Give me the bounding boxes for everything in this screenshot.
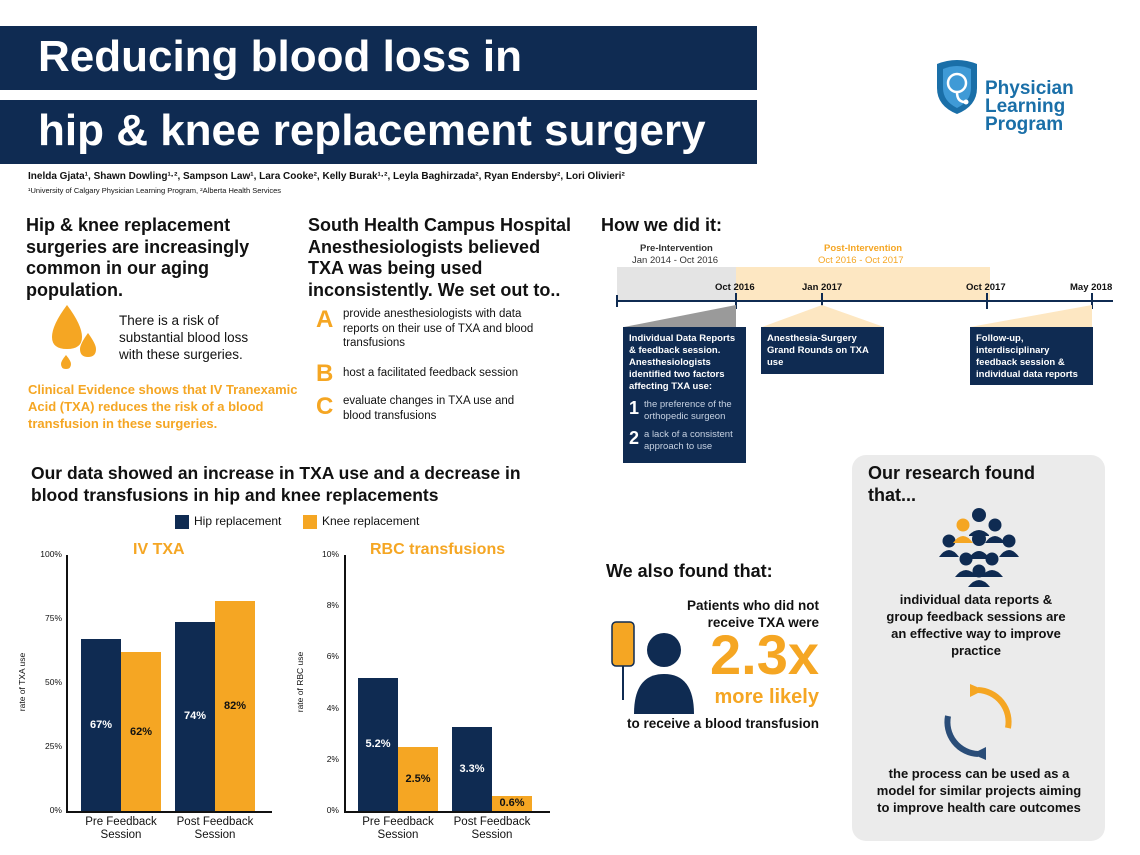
y-tick-label-0: 0% <box>49 805 62 815</box>
iv-bag-patient-icon <box>611 621 694 714</box>
y-axis-1 <box>344 555 346 811</box>
timeline-box-2: Anesthesia-Surgery Grand Rounds on TXA u… <box>761 327 884 374</box>
x-category-label: Post Feedback Session <box>453 816 531 841</box>
chart-title-1: RBC transfusions <box>370 541 506 558</box>
bar-knee <box>398 747 438 811</box>
bar-value-label: 62% <box>129 725 153 738</box>
x-axis-1 <box>344 811 550 813</box>
timeline-box-1: Individual Data Reports & feedback sessi… <box>623 327 746 463</box>
legend-swatch-hip <box>175 515 189 529</box>
timeline-graphic <box>616 267 1113 327</box>
legend-label-knee: Knee replacement <box>322 514 420 528</box>
group-people-icon <box>939 508 1019 587</box>
factor-1-text: the preference of the orthopedic surgeon <box>644 399 732 422</box>
factor-1-num: 1 <box>629 398 640 418</box>
pre-range: Jan 2014 - Oct 2016 <box>632 255 719 266</box>
title-line-2: hip & knee replacement surgery <box>38 106 706 155</box>
box1-text: Individual Data Reports & feedback sessi… <box>629 333 736 392</box>
bar-knee <box>215 601 255 811</box>
item-letter-a: A <box>316 306 334 333</box>
factor-2-num: 2 <box>629 428 640 448</box>
y-tick-label-0: 75% <box>44 613 62 623</box>
stethoscope-shield-icon <box>937 60 977 114</box>
legend-label-hip: Hip replacement <box>194 514 282 528</box>
clinical-evidence: Clinical Evidence shows that IV Tranexam… <box>28 382 298 431</box>
y-tick-label-1: 4% <box>326 702 339 713</box>
item-text-b: host a facilitated feedback session <box>343 367 519 379</box>
authors: Inelda Gjata¹, Shawn Dowling¹·², Sampson… <box>28 171 625 182</box>
chart-title-0: IV TXA <box>133 541 185 558</box>
intro-heading: Hip & knee replacement surgeries are inc… <box>26 215 250 300</box>
title-line-1: Reducing blood loss in <box>38 32 522 81</box>
bar-value-label: 82% <box>223 700 247 713</box>
y-tick-label-1: 8% <box>326 600 339 611</box>
legend-swatch-knee <box>303 515 317 529</box>
factor-2: 2 a lack of a consistent approach to use <box>629 429 740 453</box>
x-category-label: Pre Feedback Session <box>85 816 157 841</box>
bar-value-label: 0.6% <box>499 796 525 809</box>
hospital-heading: South Health Campus Hospital Anesthesiol… <box>308 215 572 300</box>
also-text-2: to receive a blood transfusion <box>626 716 819 731</box>
date-oct-2017: Oct 2017 <box>966 282 1006 293</box>
date-jan-2017: Jan 2017 <box>802 282 843 293</box>
data-heading: Our data showed an increase in TXA use a… <box>31 463 521 505</box>
y-tick-label-1: 6% <box>326 651 339 662</box>
factor-2-text: a lack of a consistent approach to use <box>644 429 733 452</box>
bar-knee <box>492 795 532 811</box>
title-band-1: Reducing blood loss in <box>0 26 757 90</box>
also-heading: We also found that: <box>606 561 773 581</box>
date-oct-2016: Oct 2016 <box>715 282 755 293</box>
item-text-a: provide anesthesiologists with data repo… <box>343 308 534 349</box>
finding-1: individual data reports & group feedback… <box>886 592 1066 658</box>
post-range: Oct 2016 - Oct 2017 <box>818 255 904 266</box>
timeline-box-3: Follow-up, interdisciplinary feedback se… <box>970 327 1093 385</box>
cycle-arrows-icon <box>944 684 1012 760</box>
affiliations: ¹University of Calgary Physician Learnin… <box>28 186 282 195</box>
x-category-label: Pre Feedback Session <box>362 816 434 841</box>
bar-hip <box>452 726 492 811</box>
research-heading: Our research found that... <box>868 463 1036 505</box>
finding-2: the process can be used as a model for s… <box>876 766 1082 815</box>
y-tick-label-0: 100% <box>40 549 62 559</box>
also-text-1: Patients who did not receive TXA were <box>687 598 819 630</box>
bar-value-label: 3.3% <box>459 762 485 775</box>
item-text-c: evaluate changes in TXA use and blood tr… <box>343 395 515 422</box>
title-band-2: hip & knee replacement surgery <box>0 100 757 164</box>
bar-hip <box>81 639 121 811</box>
y-tick-label-1: 0% <box>326 805 339 815</box>
how-heading: How we did it: <box>601 215 722 235</box>
logo-text: Physician Learning Program <box>985 78 1074 135</box>
more-likely: more likely <box>714 686 819 708</box>
y-tick-label-1: 10% <box>321 549 339 559</box>
bar-value-label: 5.2% <box>365 738 391 751</box>
item-letter-b: B <box>316 360 334 387</box>
x-axis-0 <box>66 811 272 813</box>
factor-1: 1 the preference of the orthopedic surge… <box>629 399 740 423</box>
y-tick-label-0: 25% <box>44 741 62 751</box>
bar-value-label: 2.5% <box>405 773 431 785</box>
blood-drops-icon <box>52 305 96 369</box>
bar-knee <box>121 652 161 811</box>
y-axis-0 <box>66 555 68 811</box>
post-label: Post-Intervention <box>824 243 903 254</box>
bar-hip <box>175 621 215 811</box>
item-letter-c: C <box>316 393 334 420</box>
pre-label: Pre-Intervention <box>640 243 713 254</box>
risk-text: There is a risk of substantial blood los… <box>119 313 249 362</box>
date-may-2018: May 2018 <box>1070 282 1113 293</box>
bar-value-label: 67% <box>89 719 113 732</box>
y-axis-label-0: rate of TXA use <box>17 652 27 712</box>
bar-value-label: 74% <box>183 710 207 723</box>
bar-hip <box>358 677 398 811</box>
y-axis-label-1: rate of RBC use <box>295 651 305 713</box>
y-tick-label-0: 50% <box>44 677 62 687</box>
x-category-label: Post Feedback Session <box>176 816 254 841</box>
y-tick-label-1: 2% <box>326 753 339 764</box>
big-stat: 2.3x <box>710 623 819 686</box>
